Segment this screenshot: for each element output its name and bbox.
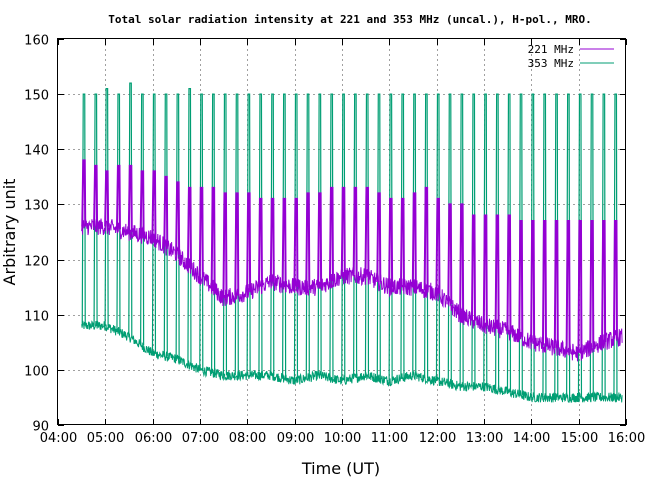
legend-label-353: 353 MHz bbox=[528, 57, 574, 70]
x-tick-label: 04:00 bbox=[40, 431, 77, 446]
y-tick-label: 110 bbox=[24, 310, 49, 325]
x-tick-label: 12:00 bbox=[419, 431, 456, 446]
spike-mark bbox=[127, 164, 133, 233]
spike-mark bbox=[151, 170, 157, 239]
spike-mark bbox=[565, 219, 571, 351]
spike-mark bbox=[93, 164, 99, 227]
spike-mark bbox=[175, 181, 181, 255]
spike-mark bbox=[257, 197, 263, 287]
y-tick-label: 100 bbox=[24, 365, 49, 380]
y-tick-label: 90 bbox=[32, 420, 49, 435]
spike-mark bbox=[601, 219, 607, 343]
spike-mark bbox=[577, 219, 583, 353]
x-tick-label: 16:00 bbox=[608, 431, 645, 446]
x-tick-label: 10:00 bbox=[324, 431, 361, 446]
spike-mark bbox=[518, 219, 524, 338]
series-layer bbox=[81, 82, 623, 403]
spike-mark bbox=[222, 192, 228, 298]
spike-mark bbox=[269, 197, 275, 282]
spike-mark bbox=[612, 219, 618, 339]
spike-mark bbox=[376, 192, 382, 283]
x-tick-labels: 04:00 05:00 06:00 07:00 08:00 09:00 10:00 11:00… bbox=[40, 431, 645, 446]
y-axis-label: Arbitrary unit bbox=[0, 179, 19, 286]
spike-mark bbox=[506, 214, 512, 332]
x-tick-label: 06:00 bbox=[135, 431, 172, 446]
spike-mark bbox=[293, 197, 299, 288]
y-tick-labels: 90 100 110 120 130 140 150 160 bbox=[24, 34, 49, 435]
x-tick-label: 08:00 bbox=[229, 431, 266, 446]
spike-mark bbox=[364, 186, 370, 277]
x-tick-label: 11:00 bbox=[371, 431, 408, 446]
spike-mark bbox=[589, 219, 595, 348]
series-221-mhz bbox=[81, 159, 623, 362]
spike-mark bbox=[459, 203, 465, 316]
x-tick-label: 05:00 bbox=[87, 431, 124, 446]
spike-mark bbox=[305, 192, 311, 288]
y-tick-label: 140 bbox=[24, 144, 49, 159]
spike-mark bbox=[447, 203, 453, 305]
legend-label-221: 221 MHz bbox=[528, 43, 574, 56]
spike-mark bbox=[104, 170, 110, 227]
legend: 221 MHz 353 MHz bbox=[528, 43, 614, 70]
spike-mark bbox=[81, 159, 87, 227]
spike-mark bbox=[186, 186, 192, 266]
x-tick-label: 15:00 bbox=[561, 431, 598, 446]
chart-title: Total solar radiation intensity at 221 a… bbox=[108, 13, 591, 26]
spike-mark bbox=[115, 164, 121, 230]
spike-mark bbox=[328, 186, 334, 282]
series-line bbox=[81, 320, 623, 403]
x-axis-label: Time (UT) bbox=[301, 459, 380, 478]
spike-mark bbox=[234, 192, 240, 296]
spike-mark bbox=[139, 170, 145, 235]
tick-marks bbox=[58, 39, 627, 426]
spike-mark bbox=[246, 192, 252, 293]
spike-mark bbox=[482, 214, 488, 326]
spike-mark bbox=[210, 186, 216, 288]
spike-mark bbox=[317, 192, 323, 287]
spike-mark bbox=[388, 197, 394, 288]
spike-mark bbox=[470, 214, 476, 321]
y-tick-label: 130 bbox=[24, 199, 49, 214]
spike-mark bbox=[435, 197, 441, 294]
spike-mark bbox=[281, 197, 287, 285]
x-tick-label: 13:00 bbox=[466, 431, 503, 446]
spike-mark bbox=[352, 186, 358, 277]
spike-mark bbox=[530, 219, 536, 343]
spike-mark bbox=[340, 186, 346, 277]
y-tick-label: 160 bbox=[24, 34, 49, 49]
series-line bbox=[81, 217, 623, 362]
spike-mark bbox=[163, 175, 169, 247]
y-tick-label: 120 bbox=[24, 255, 49, 270]
x-tick-label: 09:00 bbox=[277, 431, 314, 446]
spike-mark bbox=[423, 186, 429, 291]
spike-mark bbox=[198, 186, 204, 277]
x-tick-label: 14:00 bbox=[513, 431, 550, 446]
spike-mark bbox=[399, 197, 405, 288]
spike-mark bbox=[494, 214, 500, 329]
plot-frame bbox=[57, 38, 626, 425]
x-tick-label: 07:00 bbox=[182, 431, 219, 446]
spike-mark bbox=[553, 219, 559, 348]
spike-mark bbox=[541, 219, 547, 346]
spike-mark bbox=[411, 192, 417, 288]
y-tick-label: 150 bbox=[24, 89, 49, 104]
